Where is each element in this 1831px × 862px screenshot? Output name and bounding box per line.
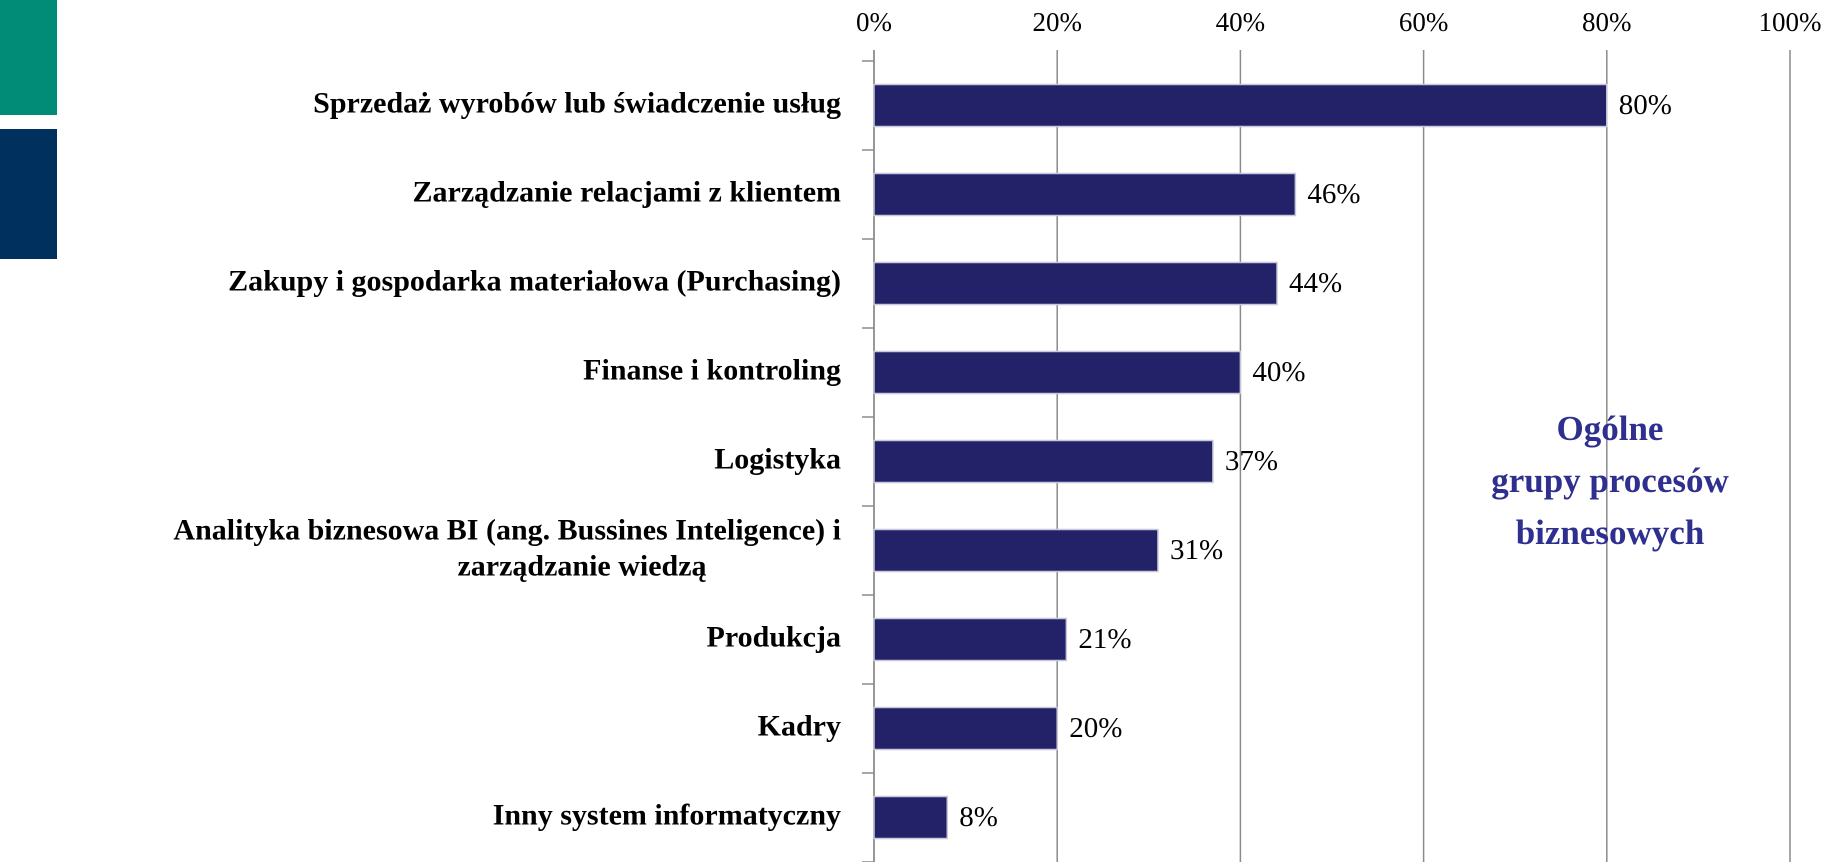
data-label: 31% (1170, 534, 1223, 566)
y-tick-label: Analityka biznesowa BI (ang. Bussines In… (173, 513, 841, 582)
data-label: 44% (1289, 267, 1342, 299)
bar (873, 706, 1058, 751)
y-tick-label: Finanse i kontroling (583, 353, 841, 386)
y-tick-label: Sprzedaż wyrobów lub świadczenie usług (313, 86, 841, 119)
y-tick-label: Zakupy i gospodarka materiałowa (Purchas… (228, 264, 841, 297)
bar (873, 350, 1242, 395)
x-tick-label: 80% (1582, 7, 1632, 37)
data-label: 37% (1225, 445, 1278, 477)
x-tick-label: 0% (856, 7, 892, 37)
x-tick-label: 100% (1759, 7, 1822, 37)
bar (873, 528, 1159, 573)
x-tick-label: 40% (1216, 7, 1266, 37)
x-tick-label: 60% (1399, 7, 1449, 37)
y-tick-label: Produkcja (707, 620, 841, 653)
annotation: grupy procesów (1491, 461, 1729, 500)
data-label: 20% (1069, 712, 1122, 744)
bar (873, 83, 1608, 128)
data-label: 8% (959, 801, 998, 833)
annotation: biznesowych (1516, 513, 1705, 552)
data-label: 21% (1078, 623, 1131, 655)
annotation: Ogólne (1557, 409, 1664, 448)
y-tick-label: Kadry (758, 709, 841, 742)
bar (873, 172, 1297, 217)
bar (873, 795, 949, 840)
y-tick-label: Logistyka (714, 442, 841, 475)
x-tick-label: 20% (1032, 7, 1082, 37)
bar (873, 617, 1068, 662)
bar (873, 439, 1214, 484)
decor-blue (0, 129, 57, 259)
data-label: 46% (1307, 178, 1360, 210)
bar (873, 261, 1278, 306)
y-tick-label: Zarządzanie relacjami z klientem (413, 175, 842, 208)
data-label: 40% (1252, 356, 1305, 388)
y-tick-label: Inny system informatyczny (493, 798, 841, 831)
decor-green (0, 0, 57, 115)
data-label: 80% (1619, 89, 1672, 121)
